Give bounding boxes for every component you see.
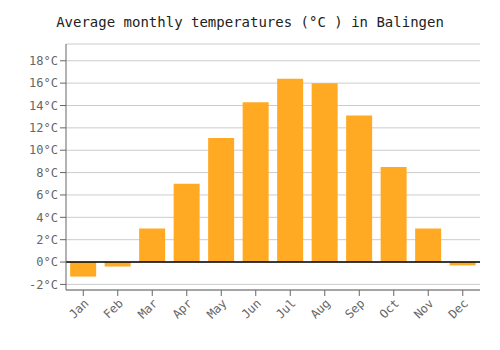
svg-text:Apr: Apr bbox=[170, 296, 195, 321]
svg-text:Jan: Jan bbox=[66, 296, 91, 321]
svg-text:Oct: Oct bbox=[377, 296, 402, 321]
svg-text:4°C: 4°C bbox=[36, 211, 58, 225]
svg-text:10°C: 10°C bbox=[29, 143, 58, 157]
svg-text:Dec: Dec bbox=[446, 296, 471, 321]
svg-text:May: May bbox=[204, 296, 229, 321]
svg-text:Jul: Jul bbox=[273, 296, 298, 321]
svg-text:Feb: Feb bbox=[101, 296, 126, 321]
svg-text:Jun: Jun bbox=[239, 296, 264, 321]
svg-text:8°C: 8°C bbox=[36, 166, 58, 180]
svg-text:Nov: Nov bbox=[411, 296, 436, 321]
html-text:Average monthly temperatures (: Average monthly temperatures (°C ) in Ba… bbox=[56, 14, 444, 30]
svg-text:Aug: Aug bbox=[308, 296, 333, 321]
svg-text:16°C: 16°C bbox=[29, 76, 58, 90]
svg-text:Mar: Mar bbox=[135, 296, 160, 321]
svg-text:-2°C: -2°C bbox=[29, 278, 58, 292]
svg-text:6°C: 6°C bbox=[36, 188, 58, 202]
svg-text:0°C: 0°C bbox=[36, 255, 58, 269]
svg-text:12°C: 12°C bbox=[29, 121, 58, 135]
svg-text:Sep: Sep bbox=[342, 296, 367, 321]
svg-text:2°C: 2°C bbox=[36, 233, 58, 247]
svg-text:18°C: 18°C bbox=[29, 54, 58, 68]
svg-text:14°C: 14°C bbox=[29, 99, 58, 113]
